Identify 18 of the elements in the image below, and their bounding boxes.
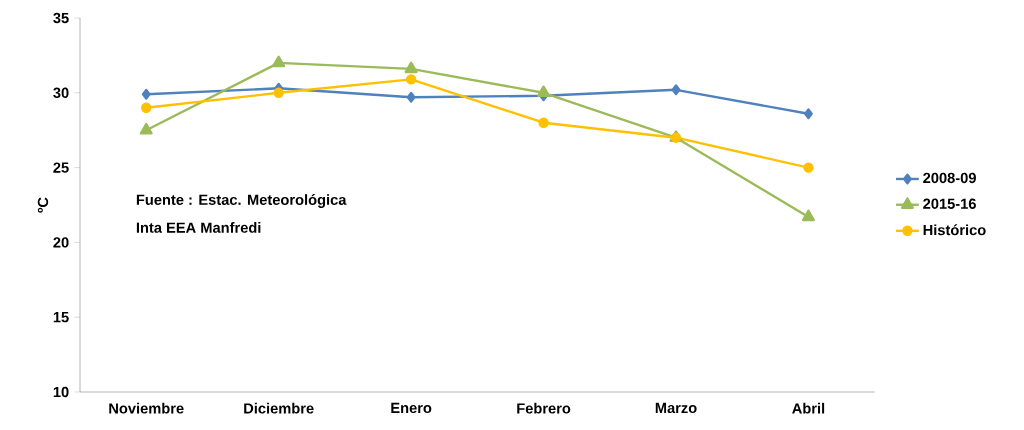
y-tick-label: 35 (53, 12, 69, 24)
y-tick-label: 20 (53, 237, 69, 248)
y-tick-label: 10 (53, 386, 69, 398)
annotation: Inta EEA Manfredi (136, 222, 261, 233)
legend-label: 2015-16 (923, 198, 976, 209)
x-tick-label: Enero (391, 402, 432, 414)
y-tick-label: 15 (53, 312, 69, 323)
x-tick-label: Febrero (517, 402, 571, 414)
x-tick-label: Marzo (655, 402, 697, 414)
annotation: Fuente : Estac. Meteorológica (136, 194, 347, 208)
legend-label: 2008-09 (923, 172, 976, 184)
y-tick-label: 30 (53, 87, 69, 99)
legend-label: Histórico (923, 224, 986, 236)
x-tick-label: Diciembre (244, 402, 314, 414)
y-axis-title: ºC (37, 197, 49, 213)
y-tick-label: 25 (53, 162, 69, 173)
x-tick-label: Abril (792, 402, 825, 414)
x-tick-label: Noviembre (109, 402, 184, 414)
